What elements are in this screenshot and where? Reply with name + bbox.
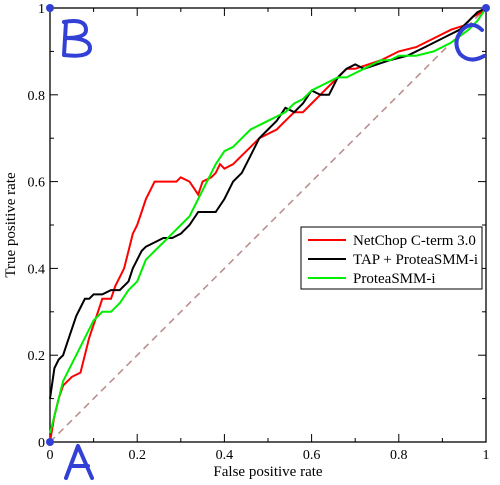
y-axis-label: True positive rate bbox=[3, 172, 19, 278]
series-line-chance-diagonal bbox=[49, 7, 487, 443]
annotation-c-glyph bbox=[454, 23, 486, 62]
annotation-c bbox=[454, 23, 486, 62]
legend-label-tap-proteasmm: TAP + ProteaSMM-i bbox=[353, 252, 478, 268]
x-tick-label: 0 bbox=[47, 448, 54, 463]
annotation-b bbox=[62, 19, 92, 58]
y-axis-ticks: 0 0.2 0.4 0.6 0.8 1 bbox=[28, 2, 486, 451]
y-tick-label: 1 bbox=[38, 2, 45, 17]
legend: NetChop C-term 3.0 TAP + ProteaSMM-i Pro… bbox=[300, 226, 483, 290]
series-line-tap-proteasmm-i bbox=[49, 7, 487, 399]
annotation-a bbox=[64, 444, 94, 480]
x-tick-label: 0.2 bbox=[128, 448, 146, 463]
y-tick-label: 0 bbox=[38, 436, 45, 451]
x-tick-label: 0.6 bbox=[303, 448, 321, 463]
series-line-proteasmm-i bbox=[49, 7, 487, 434]
x-tick-label: 0.8 bbox=[390, 448, 408, 463]
legend-label-proteasmm: ProteaSMM-i bbox=[353, 271, 436, 287]
x-tick-label: 0.4 bbox=[216, 448, 234, 463]
annotation-b-glyph bbox=[62, 19, 92, 58]
series-layer bbox=[49, 7, 487, 443]
y-tick-label: 0.4 bbox=[28, 262, 46, 277]
y-tick-label: 0.6 bbox=[28, 176, 46, 191]
point-a-marker bbox=[46, 438, 54, 446]
point-c-marker bbox=[482, 4, 490, 12]
y-tick-label: 0.2 bbox=[28, 349, 46, 364]
x-axis-label: False positive rate bbox=[213, 464, 322, 480]
x-axis-ticks: 0 0.2 0.4 0.6 0.8 1 bbox=[47, 8, 490, 463]
legend-label-netchop: NetChop C-term 3.0 bbox=[353, 233, 476, 249]
y-tick-label: 0.8 bbox=[28, 89, 46, 104]
annotation-a-glyph bbox=[64, 444, 94, 480]
x-tick-label: 1 bbox=[483, 448, 490, 463]
series-line-netchop-c-term-3-0 bbox=[49, 7, 487, 443]
point-b-marker bbox=[46, 4, 54, 12]
